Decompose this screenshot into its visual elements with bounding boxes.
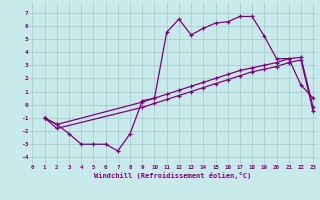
X-axis label: Windchill (Refroidissement éolien,°C): Windchill (Refroidissement éolien,°C) bbox=[94, 172, 252, 179]
